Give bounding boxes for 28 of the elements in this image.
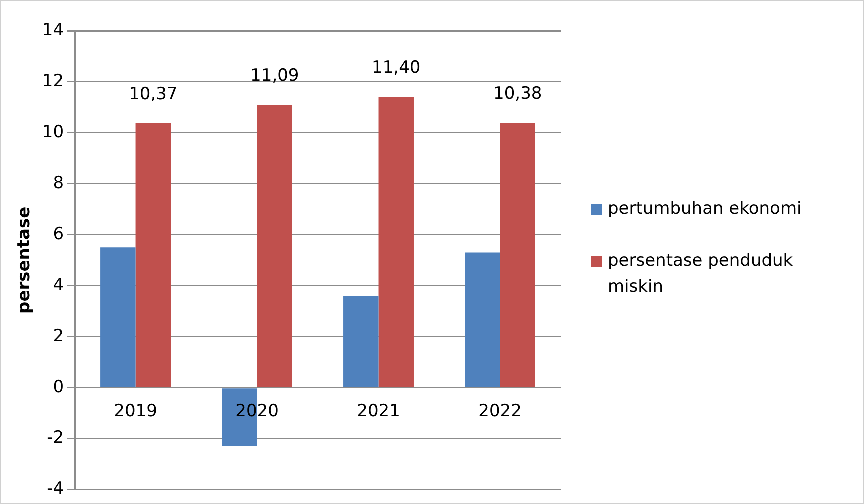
legend-label: pertumbuhan ekonomi [608,198,802,221]
bar [136,124,172,388]
y-tick-label: 6 [53,224,64,244]
y-axis-title: persentase [14,206,35,314]
data-label: 10,37 [129,84,178,104]
bar [465,252,500,388]
y-tick-label: 12 [42,71,64,92]
bar [500,123,536,388]
bar [257,105,293,388]
y-tick-label: 2 [53,326,64,346]
y-tick-label: 8 [53,173,64,194]
y-tick-label: 10 [42,122,64,142]
x-tick-label: 2019 [114,401,158,422]
y-tick-label: -4 [47,479,64,500]
x-tick-label: 2020 [236,401,279,422]
data-label: 10,38 [494,84,542,104]
data-label: 11,40 [372,58,421,78]
bar [378,97,414,388]
y-tick-label: 0 [53,377,64,398]
legend-label: persentase penduduk miskin [608,250,794,299]
x-tick-label: 2022 [478,401,522,422]
y-tick-label: 4 [53,275,64,296]
y-tick-label: -2 [47,428,64,448]
y-tick-label: 14 [42,20,64,40]
x-tick-label: 2021 [357,401,400,422]
data-label: 11,09 [250,66,300,86]
bar [344,296,379,388]
bar [100,248,136,388]
